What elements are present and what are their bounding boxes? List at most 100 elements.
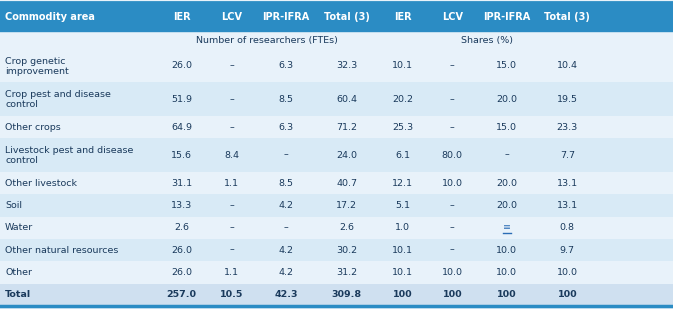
Text: 15.0: 15.0 — [496, 123, 518, 132]
Text: 26.0: 26.0 — [171, 246, 192, 255]
Bar — [0, 116, 673, 138]
Text: LCV: LCV — [221, 11, 242, 22]
Text: IPR-IFRA: IPR-IFRA — [262, 11, 310, 22]
Bar — [0, 49, 673, 83]
Text: –: – — [504, 150, 509, 160]
Bar — [0, 172, 673, 194]
Text: –: – — [229, 246, 234, 255]
Bar — [0, 284, 673, 306]
Text: 42.3: 42.3 — [275, 290, 297, 299]
Text: 1.1: 1.1 — [224, 268, 239, 277]
Text: Other: Other — [5, 268, 32, 277]
Text: Other natural resources: Other natural resources — [5, 246, 118, 255]
Text: 17.2: 17.2 — [336, 201, 357, 210]
Text: 10.0: 10.0 — [441, 179, 463, 188]
Text: 100: 100 — [442, 290, 462, 299]
Text: Crop pest and disease: Crop pest and disease — [5, 90, 111, 99]
Text: –: – — [450, 123, 455, 132]
Text: 80.0: 80.0 — [441, 150, 463, 160]
Text: 2.6: 2.6 — [339, 223, 354, 232]
Text: 64.9: 64.9 — [171, 123, 192, 132]
Text: 13.1: 13.1 — [557, 179, 578, 188]
Text: 31.1: 31.1 — [171, 179, 192, 188]
Text: 51.9: 51.9 — [171, 95, 192, 104]
Text: 25.3: 25.3 — [392, 123, 413, 132]
Text: –: – — [229, 95, 234, 104]
Text: –: – — [450, 61, 455, 70]
Text: 9.7: 9.7 — [560, 246, 575, 255]
Bar — [0, 2, 673, 31]
Text: IER: IER — [173, 11, 190, 22]
Text: –: – — [229, 123, 234, 132]
Text: Water: Water — [5, 223, 33, 232]
Text: 8.5: 8.5 — [279, 179, 293, 188]
Text: Number of researchers (FTEs): Number of researchers (FTEs) — [196, 36, 337, 44]
Text: 100: 100 — [392, 290, 413, 299]
Text: 4.2: 4.2 — [279, 201, 293, 210]
Bar — [0, 83, 673, 116]
Text: 20.0: 20.0 — [496, 201, 518, 210]
Text: Other crops: Other crops — [5, 123, 61, 132]
Text: control: control — [5, 156, 38, 165]
Text: 30.2: 30.2 — [336, 246, 357, 255]
Text: 8.5: 8.5 — [279, 95, 293, 104]
Text: 19.5: 19.5 — [557, 95, 578, 104]
Text: 0.8: 0.8 — [560, 223, 575, 232]
Text: 2.6: 2.6 — [174, 223, 189, 232]
Text: IPR-IFRA: IPR-IFRA — [483, 11, 530, 22]
Text: 1.1: 1.1 — [224, 179, 239, 188]
Text: 309.8: 309.8 — [332, 290, 361, 299]
Text: 20.2: 20.2 — [392, 95, 413, 104]
Text: 10.0: 10.0 — [557, 268, 578, 277]
Text: 6.3: 6.3 — [279, 123, 293, 132]
Text: Soil: Soil — [5, 201, 22, 210]
Text: –: – — [229, 223, 234, 232]
Text: 15.0: 15.0 — [496, 61, 518, 70]
Text: 26.0: 26.0 — [171, 61, 192, 70]
Text: 20.0: 20.0 — [496, 179, 518, 188]
Text: 40.7: 40.7 — [336, 179, 357, 188]
Bar — [0, 31, 673, 49]
Text: 32.3: 32.3 — [336, 61, 357, 70]
Text: 31.2: 31.2 — [336, 268, 357, 277]
Text: 10.5: 10.5 — [220, 290, 243, 299]
Text: 5.1: 5.1 — [395, 201, 410, 210]
Text: –: – — [450, 95, 455, 104]
Text: 24.0: 24.0 — [336, 150, 357, 160]
Text: 23.3: 23.3 — [557, 123, 578, 132]
Bar — [0, 217, 673, 239]
Text: –: – — [283, 223, 289, 232]
Text: 4.2: 4.2 — [279, 246, 293, 255]
Text: LCV: LCV — [441, 11, 463, 22]
Bar — [0, 138, 673, 172]
Text: 100: 100 — [557, 290, 577, 299]
Text: 10.4: 10.4 — [557, 61, 578, 70]
Text: 13.3: 13.3 — [171, 201, 192, 210]
Text: Shares (%): Shares (%) — [461, 36, 513, 44]
Text: 13.1: 13.1 — [557, 201, 578, 210]
Text: 6.3: 6.3 — [279, 61, 293, 70]
Text: Total: Total — [5, 290, 31, 299]
Text: Crop genetic: Crop genetic — [5, 57, 65, 66]
Text: 10.1: 10.1 — [392, 246, 413, 255]
Text: control: control — [5, 100, 38, 109]
Text: 15.6: 15.6 — [171, 150, 192, 160]
Bar — [0, 261, 673, 284]
Text: Total (3): Total (3) — [324, 11, 369, 22]
Text: 10.1: 10.1 — [392, 61, 413, 70]
Bar — [0, 194, 673, 217]
Text: improvement: improvement — [5, 67, 69, 76]
Text: 71.2: 71.2 — [336, 123, 357, 132]
Text: Total (3): Total (3) — [544, 11, 590, 22]
Text: ≡: ≡ — [503, 223, 511, 232]
Text: 6.1: 6.1 — [395, 150, 410, 160]
Text: Other livestock: Other livestock — [5, 179, 77, 188]
Text: 10.0: 10.0 — [441, 268, 463, 277]
Text: –: – — [229, 61, 234, 70]
Text: 20.0: 20.0 — [496, 95, 518, 104]
Text: –: – — [450, 223, 455, 232]
Text: –: – — [283, 150, 289, 160]
Text: 10.0: 10.0 — [496, 246, 518, 255]
Text: Commodity area: Commodity area — [5, 11, 95, 22]
Text: –: – — [450, 201, 455, 210]
